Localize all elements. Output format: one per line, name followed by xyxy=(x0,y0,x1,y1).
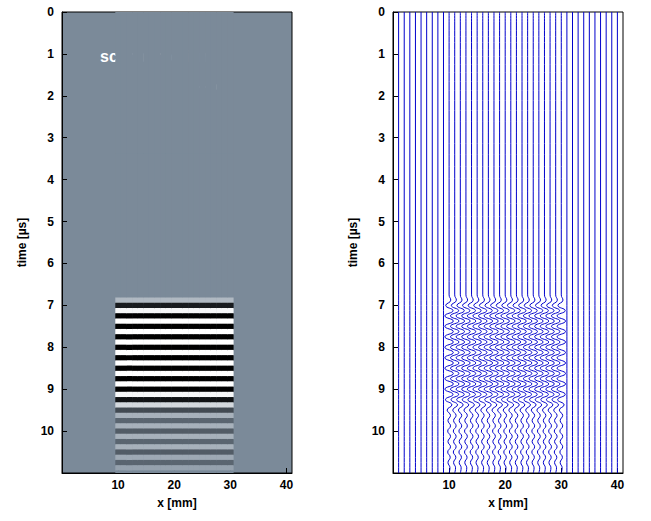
svg-text:3: 3 xyxy=(378,131,385,145)
svg-text:10: 10 xyxy=(41,424,55,438)
svg-text:3: 3 xyxy=(47,131,54,145)
svg-text:1: 1 xyxy=(378,47,385,61)
svg-text:0: 0 xyxy=(378,5,385,19)
svg-text:1: 1 xyxy=(47,47,54,61)
svg-text:2: 2 xyxy=(378,89,385,103)
svg-text:2: 2 xyxy=(47,89,54,103)
svg-text:40: 40 xyxy=(611,478,625,492)
svg-text:time [µs]: time [µs] xyxy=(346,218,360,268)
svg-text:30: 30 xyxy=(555,478,569,492)
svg-text:time [µs]: time [µs] xyxy=(15,218,29,268)
svg-text:10: 10 xyxy=(372,424,386,438)
svg-text:0: 0 xyxy=(47,5,54,19)
svg-text:5: 5 xyxy=(378,215,385,229)
svg-text:20: 20 xyxy=(168,478,182,492)
svg-text:20: 20 xyxy=(499,478,513,492)
svg-text:40: 40 xyxy=(280,478,294,492)
svg-text:5: 5 xyxy=(47,215,54,229)
svg-text:7: 7 xyxy=(378,298,385,312)
svg-text:10: 10 xyxy=(111,478,125,492)
svg-text:7: 7 xyxy=(47,298,54,312)
svg-text:8: 8 xyxy=(47,340,54,354)
svg-text:6: 6 xyxy=(378,256,385,270)
svg-text:30: 30 xyxy=(224,478,238,492)
svg-text:x [mm]: x [mm] xyxy=(157,496,196,510)
svg-text:10: 10 xyxy=(442,478,456,492)
svg-text:6: 6 xyxy=(47,256,54,270)
svg-text:x [mm]: x [mm] xyxy=(488,496,527,510)
svg-text:9: 9 xyxy=(47,382,54,396)
svg-text:4: 4 xyxy=(378,173,385,187)
svg-text:4: 4 xyxy=(47,173,54,187)
svg-text:9: 9 xyxy=(378,382,385,396)
svg-text:8: 8 xyxy=(378,340,385,354)
